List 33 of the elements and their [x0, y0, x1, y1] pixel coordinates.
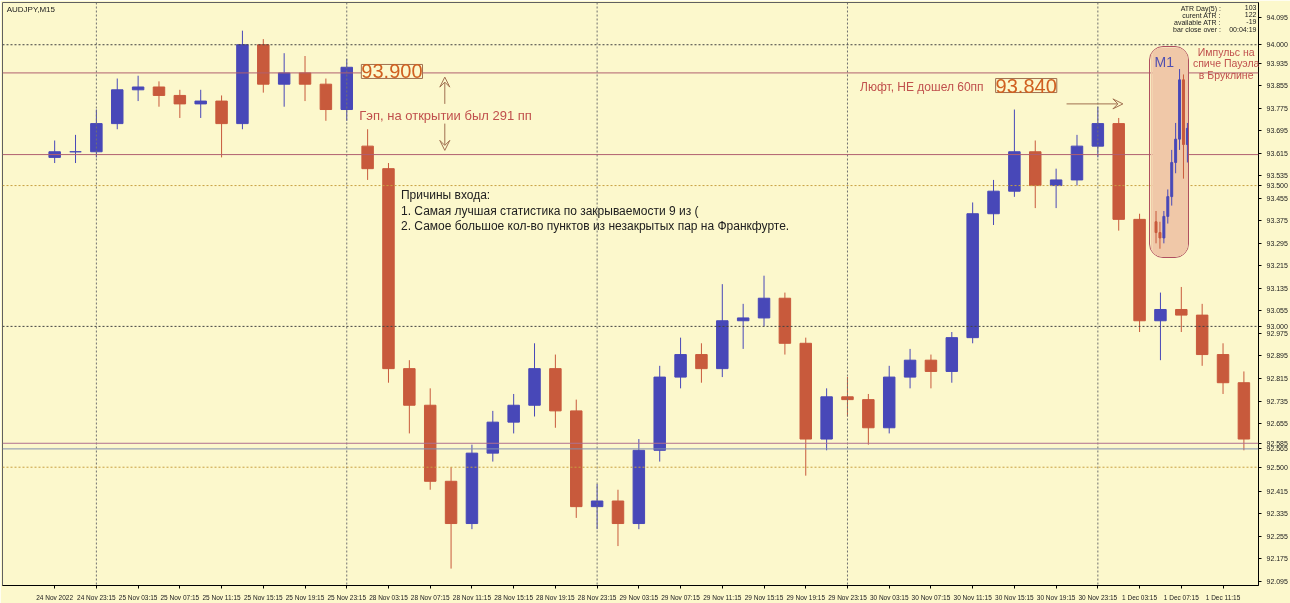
candlestick — [361, 128, 374, 181]
candlestick — [1154, 292, 1167, 361]
candlestick — [173, 89, 187, 119]
candlestick — [674, 337, 687, 389]
candlestick — [924, 354, 938, 389]
candlestick — [841, 376, 854, 418]
annotation: Импульс на — [1197, 46, 1255, 59]
candlestick — [131, 75, 145, 102]
candlestick — [1185, 122, 1188, 163]
candlestick — [215, 94, 228, 158]
candlestick — [194, 89, 207, 119]
annotation: Люфт, НЕ дошел 60пп — [860, 79, 984, 94]
candlestick — [1175, 286, 1188, 333]
candlestick — [611, 489, 625, 547]
candlestick — [152, 80, 166, 108]
annotation: AUDJPY,M15 — [6, 5, 56, 15]
candlestick — [757, 275, 771, 327]
candlestick — [1049, 168, 1063, 209]
candlestick — [736, 303, 750, 350]
candlestick — [507, 393, 520, 434]
annotation: M1 — [1154, 53, 1175, 70]
candlestick — [903, 348, 917, 389]
annotation: в Бруклине — [1198, 68, 1254, 81]
candlestick — [695, 342, 708, 384]
annotation: Причины входа: — [401, 188, 491, 203]
annotation: 2. Самое большое кол-во пунктов из незакрытых пар на Франкфурте. — [401, 219, 790, 234]
annotation: Гэп, на открытии был 291 пп — [359, 108, 532, 124]
annotation: 1. Самая лучшая статистика по закрываемости 9 из ( — [401, 203, 699, 218]
candlestick — [69, 134, 82, 164]
annotation: 93.900 — [361, 60, 423, 83]
annotation: 93.840 — [995, 74, 1057, 97]
candlestick — [277, 52, 291, 108]
candlestick — [987, 179, 1000, 226]
